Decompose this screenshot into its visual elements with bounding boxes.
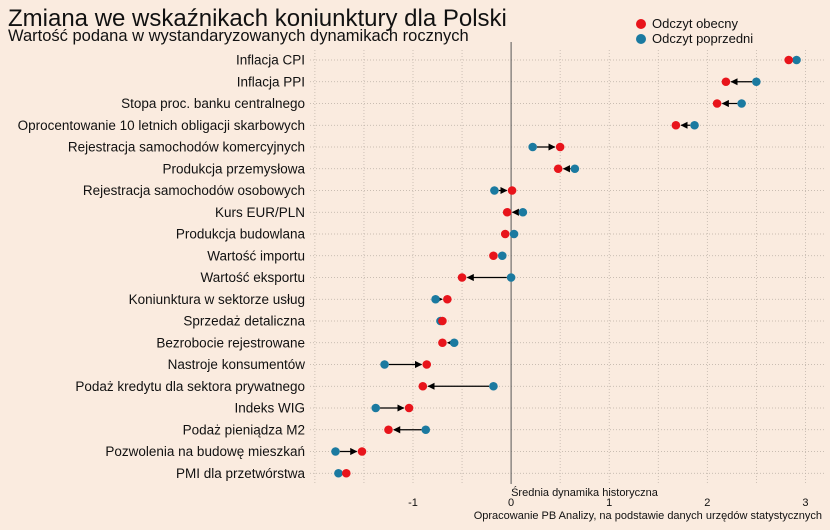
- category-label: PMI dla przetwórstwa: [176, 466, 306, 481]
- current-point: [712, 99, 722, 108]
- previous-point: [489, 381, 498, 391]
- previous-point: [380, 360, 389, 369]
- legend-previous-label: Odczyt poprzedni: [652, 31, 754, 46]
- category-label: Nastroje konsumentów: [168, 357, 306, 372]
- legend-item-previous: Odczyt poprzedni: [636, 31, 753, 46]
- previous-point: [421, 425, 431, 435]
- current-point: [443, 294, 452, 304]
- chart-subtitle: Wartość podana w wystandaryzowanych dyna…: [8, 27, 469, 45]
- category-label: Oprocentowanie 10 letnich obligacji skar…: [18, 118, 305, 133]
- current-point: [489, 251, 498, 261]
- category-label: Podaż kredytu dla sektora prywatnego: [75, 379, 305, 394]
- previous-point: [490, 186, 499, 195]
- x-tick-label: 0: [508, 497, 514, 509]
- previous-point: [331, 447, 340, 456]
- current-point: [357, 447, 367, 456]
- current-point: [500, 229, 510, 239]
- legend-current-label: Odczyt obecny: [652, 16, 738, 31]
- category-label: Rejestracja samochodów komercyjnych: [68, 140, 305, 155]
- category-label: Stopa proc. banku centralnego: [121, 96, 305, 111]
- x-tick-label: 2: [704, 497, 710, 509]
- previous-point: [570, 164, 580, 174]
- previous-point: [334, 468, 343, 478]
- current-point: [502, 207, 512, 217]
- legend: Odczyt obecny Odczyt poprzedni: [636, 16, 753, 46]
- previous-point: [449, 338, 459, 348]
- arrow-layer: [339, 78, 753, 456]
- previous-point: [506, 273, 516, 282]
- previous-point: [371, 403, 381, 413]
- current-point: [341, 468, 351, 478]
- category-label: Inflacja PPI: [237, 74, 305, 89]
- previous-point: [497, 251, 507, 261]
- x-axis-ticks-layer: -1 0 1 2 3: [408, 497, 808, 509]
- current-point: [404, 403, 414, 413]
- legend-previous-marker: [636, 33, 646, 44]
- category-label: Sprzedaż detaliczna: [183, 314, 305, 329]
- previous-point: [528, 142, 537, 152]
- current-point: [422, 360, 432, 369]
- current-point: [438, 338, 447, 348]
- current-points-layer: [341, 55, 794, 478]
- category-label: Wartość importu: [207, 248, 305, 263]
- current-point: [555, 142, 565, 152]
- current-point: [784, 55, 794, 65]
- previous-point: [752, 77, 761, 87]
- legend-item-current: Odczyt obecny: [636, 16, 753, 31]
- category-label: Bezrobocie rejestrowane: [156, 335, 305, 350]
- category-label: Koniunktura w sektorze usług: [129, 292, 305, 307]
- category-label: Wartość eksportu: [200, 270, 305, 285]
- previous-point: [518, 207, 528, 217]
- source-caption: Opracowanie PB Analizy, na podstawie dan…: [473, 510, 822, 522]
- x-tick-label: 1: [606, 497, 612, 509]
- category-label: Kurs EUR/PLN: [215, 205, 305, 220]
- previous-point: [509, 229, 519, 239]
- current-point: [438, 316, 447, 326]
- category-label: Pozwolenia na budowę mieszkań: [105, 444, 305, 459]
- category-label: Rejestracja samochodów osobowych: [83, 183, 305, 198]
- x-tick-label: 3: [802, 497, 808, 509]
- category-labels-layer: Inflacja CPI Inflacja PPI Stopa proc. bank…: [18, 53, 306, 481]
- category-label: Inflacja CPI: [236, 53, 305, 68]
- category-label: Produkcja budowlana: [176, 227, 306, 242]
- x-tick-label: -1: [408, 497, 418, 509]
- previous-point: [792, 55, 801, 65]
- category-label: Podaż pieniądza M2: [183, 422, 305, 437]
- current-point: [384, 425, 393, 435]
- current-point: [507, 186, 517, 195]
- legend-current-marker: [636, 18, 646, 29]
- current-point: [553, 164, 563, 174]
- previous-point: [431, 294, 440, 304]
- previous-point: [737, 99, 746, 108]
- chart-title: Zmiana we wskaźnikach koniunktury dla Po…: [8, 5, 507, 32]
- reference-line-label: Średnia dynamika historyczna: [511, 486, 659, 499]
- category-label: Indeks WIG: [234, 401, 305, 416]
- current-point: [457, 273, 467, 282]
- previous-points-layer: [331, 55, 801, 478]
- current-point: [721, 77, 731, 87]
- grid-layer: [310, 50, 825, 484]
- reference-layer: Średnia dynamika historyczna: [510, 42, 659, 499]
- current-point: [671, 120, 681, 130]
- previous-point: [690, 120, 699, 130]
- category-label: Produkcja przemysłowa: [162, 161, 305, 176]
- current-point: [418, 381, 428, 391]
